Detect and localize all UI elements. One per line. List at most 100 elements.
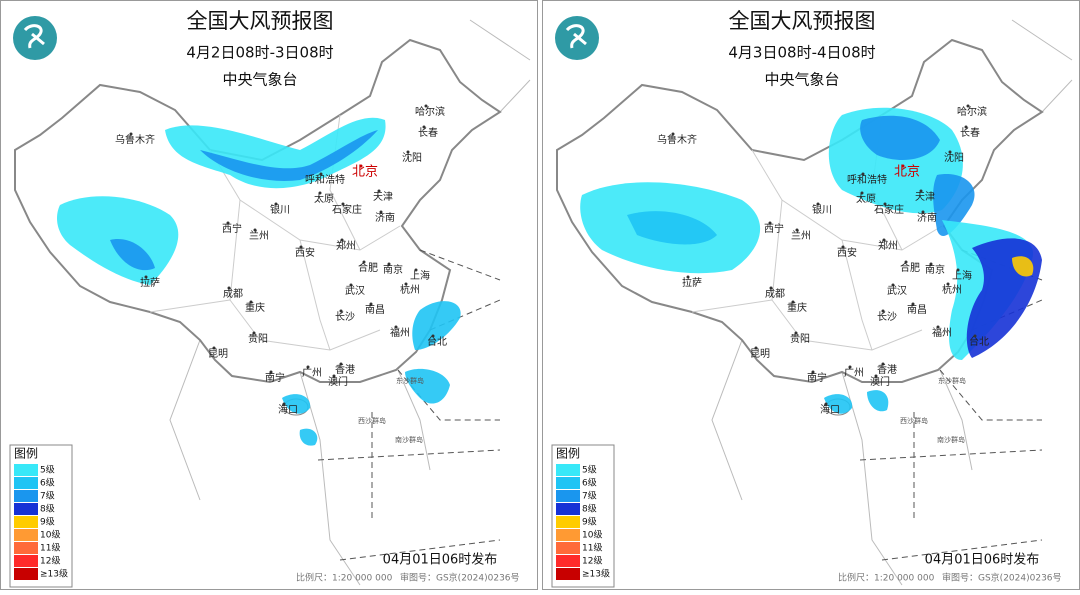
city-label: 哈尔滨 <box>957 105 987 118</box>
review-number: 审图号：GS京(2024)0236号 <box>400 572 520 584</box>
wind-area <box>412 301 461 350</box>
city-dot <box>791 300 795 304</box>
city-label: 重庆 <box>245 301 265 314</box>
city-dot <box>249 300 253 304</box>
city-label: 香港 <box>877 364 897 376</box>
legend-label: 12级 <box>40 555 60 567</box>
city-label: 武汉 <box>887 284 907 297</box>
legend-swatch <box>14 542 38 554</box>
issuer: 中央气象台 <box>222 71 297 89</box>
legend-label: 9级 <box>582 516 597 528</box>
legend-swatch <box>556 490 580 502</box>
city-label: 台北 <box>969 335 989 348</box>
city-dot <box>431 334 435 338</box>
city-dot <box>406 150 410 154</box>
city-dot <box>269 370 273 374</box>
city-dot <box>369 302 373 306</box>
wind-area <box>405 368 450 404</box>
city-dot <box>881 362 885 366</box>
province-borders <box>149 114 401 351</box>
legend-label: ≥13级 <box>40 568 68 580</box>
city-dot <box>946 282 950 286</box>
city-dot <box>816 202 820 206</box>
city-dot <box>904 260 908 264</box>
legend-swatch <box>556 542 580 554</box>
city-label: 沈阳 <box>944 151 964 164</box>
island-label: 西沙群岛 <box>358 416 386 425</box>
city-label: 北京 <box>894 165 920 180</box>
city-label: 西安 <box>837 246 857 259</box>
legend-swatch <box>556 516 580 528</box>
city-label: 济南 <box>917 211 937 224</box>
city-label: 杭州 <box>400 283 420 296</box>
island-label: 东沙群岛 <box>938 376 966 385</box>
city-label: 海口 <box>278 403 298 416</box>
legend-label: 8级 <box>582 503 597 515</box>
city-dot <box>841 245 845 249</box>
neighbor-border <box>711 19 1073 586</box>
legend-label: ≥13级 <box>582 568 610 580</box>
city-label: 昆明 <box>750 348 770 360</box>
city-dot <box>379 210 383 214</box>
maritime-boundary <box>317 249 501 561</box>
legend-label: 9级 <box>40 516 55 528</box>
city-dot <box>824 402 828 406</box>
legend-swatch <box>14 464 38 476</box>
city-dot <box>306 365 310 369</box>
publish-time: 04月01日06时发布 <box>925 552 1040 568</box>
logo-mark <box>23 24 45 49</box>
city-dot <box>318 191 322 195</box>
wind-area <box>110 239 155 271</box>
city-label: 西宁 <box>764 222 784 235</box>
city-label: 西宁 <box>222 222 242 235</box>
city-label: 上海 <box>410 269 430 282</box>
city-label: 香港 <box>335 364 355 376</box>
legend-swatch <box>556 464 580 476</box>
city-dot <box>929 262 933 266</box>
city-dot <box>956 268 960 272</box>
city-dot <box>226 221 230 225</box>
city-label: 长春 <box>418 127 438 139</box>
city-dot <box>212 346 216 350</box>
city-dot <box>973 334 977 338</box>
city-dot <box>339 309 343 313</box>
legend-swatch <box>556 568 580 580</box>
legend-swatch <box>14 555 38 567</box>
wind-area <box>299 428 318 446</box>
legend-title: 图例 <box>556 447 580 461</box>
city-label: 拉萨 <box>140 276 160 289</box>
city-label: 银川 <box>270 203 290 216</box>
city-dot <box>340 238 344 242</box>
period: 4月3日08时-4日08时 <box>728 44 875 62</box>
legend-swatch <box>14 516 38 528</box>
city-label: 郑州 <box>336 239 356 252</box>
wind-area <box>867 390 889 412</box>
title: 全国大风预报图 <box>187 9 334 33</box>
legend-swatch <box>556 529 580 541</box>
city-dot <box>768 221 772 225</box>
wind-area <box>1012 256 1034 277</box>
city-label: 兰州 <box>791 229 811 242</box>
map-scale: 比例尺：1:20 000 000 <box>838 572 935 584</box>
city-dot <box>332 374 336 378</box>
city-dot <box>874 374 878 378</box>
city-label: 石家庄 <box>332 203 362 216</box>
city-dot <box>769 286 773 290</box>
city-dot <box>253 228 257 232</box>
city-dot <box>404 282 408 286</box>
city-label: 南宁 <box>807 371 827 384</box>
city-dot <box>362 260 366 264</box>
city-label: 昆明 <box>208 348 228 360</box>
legend-swatch <box>14 568 38 580</box>
city-dot <box>414 268 418 272</box>
island-label: 西沙群岛 <box>900 416 928 425</box>
city-dot <box>901 164 905 168</box>
city-dot <box>671 132 675 136</box>
city-label: 福州 <box>932 326 952 339</box>
city-dot <box>339 362 343 366</box>
city-dot <box>936 325 940 329</box>
city-dot <box>422 125 426 129</box>
city-label: 成都 <box>223 288 243 300</box>
